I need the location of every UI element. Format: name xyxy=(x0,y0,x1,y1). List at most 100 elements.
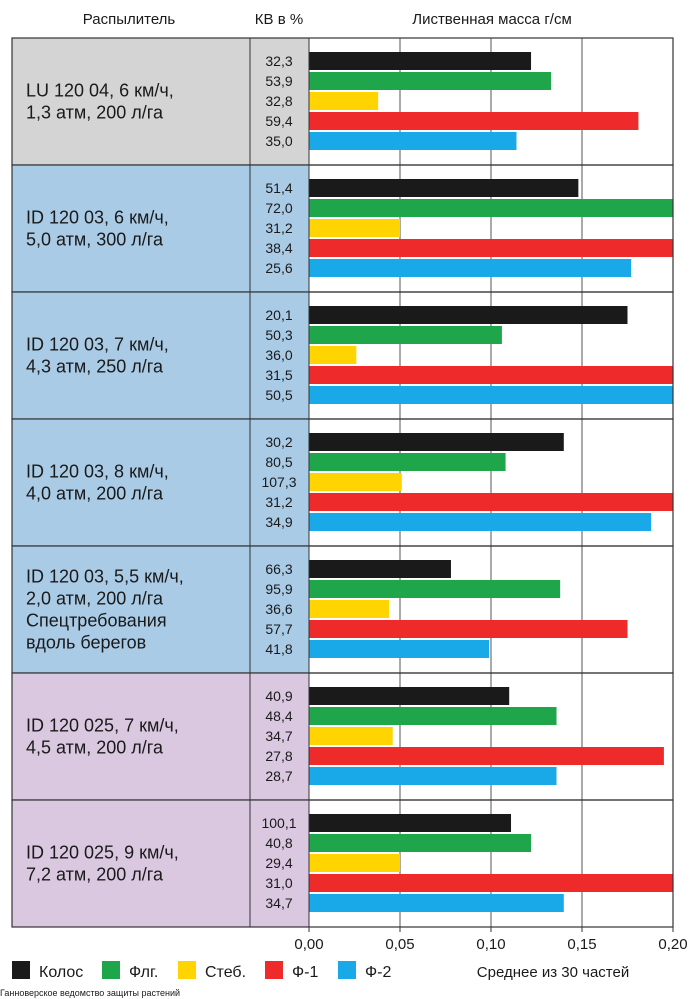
bar-4 xyxy=(309,366,673,384)
kv-value: 51,4 xyxy=(265,180,292,196)
bar-2 xyxy=(309,72,552,90)
sprayer-label: ID 120 03, 8 км/ч, xyxy=(26,462,169,482)
legend: Колос Флг. Стеб. Ф-1 Ф-2 xyxy=(12,961,391,981)
sprayer-group: LU 120 04, 6 км/ч,1,3 атм, 200 л/га 32,3 5… xyxy=(11,37,674,166)
kv-value: 107,3 xyxy=(261,474,296,490)
bar-2 xyxy=(309,707,557,725)
kv-header: КВ в % xyxy=(255,11,303,28)
sprayer-label: Спецтребования xyxy=(26,611,167,631)
sprayer-header: Распылитель xyxy=(83,11,176,28)
bar-1 xyxy=(309,814,512,832)
sprayer-group: ID 120 025, 7 км/ч,4,5 атм, 200 л/га 40,9… xyxy=(11,672,674,801)
kv-value: 40,8 xyxy=(265,835,292,851)
kv-value: 28,7 xyxy=(265,768,292,784)
kv-value: 29,4 xyxy=(265,855,292,871)
legend-item: Ф-2 xyxy=(338,961,391,981)
bar-3 xyxy=(309,346,357,364)
kv-value: 20,1 xyxy=(265,307,292,323)
kv-value: 34,7 xyxy=(265,728,292,744)
legend-swatch xyxy=(338,961,356,979)
sprayer-group: ID 120 03, 7 км/ч,4,3 атм, 250 л/га 20,1 5… xyxy=(11,291,674,420)
bar-1 xyxy=(309,179,579,197)
sprayer-cell xyxy=(12,292,250,419)
kv-value: 72,0 xyxy=(265,200,292,216)
bar-5 xyxy=(309,767,557,785)
bar-4 xyxy=(309,493,673,511)
kv-value: 57,7 xyxy=(265,621,292,637)
kv-cell xyxy=(250,165,309,292)
bar-4 xyxy=(309,874,673,892)
legend-label: Ф-1 xyxy=(292,964,318,981)
bar-4 xyxy=(309,747,664,765)
bar-5 xyxy=(309,894,564,912)
kv-value: 31,2 xyxy=(265,494,292,510)
kv-cell xyxy=(250,292,309,419)
bar-2 xyxy=(309,834,532,852)
bar-2 xyxy=(309,453,506,471)
bar-1 xyxy=(309,306,628,324)
kv-value: 36,0 xyxy=(265,347,292,363)
bar-3 xyxy=(309,854,400,872)
sprayer-group: ID 120 025, 9 км/ч,7,2 атм, 200 л/га 100,… xyxy=(11,799,674,928)
sprayer-cell xyxy=(12,419,250,546)
kv-value: 35,0 xyxy=(265,133,292,149)
bar-2 xyxy=(309,326,502,344)
sprayer-label: 1,3 атм, 200 л/га xyxy=(26,103,164,123)
legend-label: Стеб. xyxy=(205,964,246,981)
bar-5 xyxy=(309,513,652,531)
legend-swatch xyxy=(265,961,283,979)
bar-3 xyxy=(309,92,379,110)
kv-value: 32,8 xyxy=(265,93,292,109)
x-tick-label: 0,05 xyxy=(385,936,414,953)
legend-label: Флг. xyxy=(129,964,158,981)
x-tick-label: 0,10 xyxy=(476,936,505,953)
bar-3 xyxy=(309,219,400,237)
kv-value: 50,3 xyxy=(265,327,292,343)
legend-item: Стеб. xyxy=(178,961,246,981)
source-note: Ганноверское ведомство защиты растений xyxy=(0,988,180,998)
x-tick-label: 0,20 xyxy=(658,936,687,953)
bar-2 xyxy=(309,199,673,217)
sprayer-label: 7,2 атм, 200 л/га xyxy=(26,865,164,885)
kv-value: 36,6 xyxy=(265,601,292,617)
kv-value: 59,4 xyxy=(265,113,292,129)
sprayer-label: ID 120 03, 7 км/ч, xyxy=(26,335,169,355)
mass-header: Лиственная масса г/см xyxy=(412,11,572,28)
x-tick-label: 0,00 xyxy=(294,936,323,953)
legend-item: Ф-1 xyxy=(265,961,318,981)
bar-5 xyxy=(309,386,673,404)
sprayer-cell xyxy=(12,165,250,292)
kv-value: 48,4 xyxy=(265,708,292,724)
bar-1 xyxy=(309,560,451,578)
bar-1 xyxy=(309,52,532,70)
sprayer-label: ID 120 025, 7 км/ч, xyxy=(26,716,179,736)
sprayer-label: 2,0 атм, 200 л/га xyxy=(26,589,164,609)
legend-swatch xyxy=(102,961,120,979)
bar-3 xyxy=(309,600,390,618)
kv-value: 50,5 xyxy=(265,387,292,403)
sample-note: Среднее из 30 частей xyxy=(477,964,629,981)
legend-swatch xyxy=(178,961,196,979)
kv-value: 53,9 xyxy=(265,73,292,89)
bar-5 xyxy=(309,640,490,658)
kv-cell xyxy=(250,800,309,927)
kv-cell xyxy=(250,38,309,165)
sprayer-label: ID 120 03, 5,5 км/ч, xyxy=(26,567,184,587)
legend-label: Ф-2 xyxy=(365,964,391,981)
sprayer-label: 5,0 атм, 300 л/га xyxy=(26,230,164,250)
sprayer-group: ID 120 03, 5,5 км/ч,2,0 атм, 200 л/гаСпе… xyxy=(11,545,674,674)
sprayer-cell xyxy=(12,38,250,165)
sprayer-group: ID 120 03, 6 км/ч,5,0 атм, 300 л/га 51,4 7… xyxy=(11,164,674,293)
legend-label: Колос xyxy=(39,964,83,981)
header-row: Распылитель КВ в % Лиственная масса г/см xyxy=(83,11,572,28)
bar-2 xyxy=(309,580,561,598)
group-border xyxy=(11,799,674,928)
bar-1 xyxy=(309,687,510,705)
kv-cell xyxy=(250,546,309,673)
kv-value: 31,2 xyxy=(265,220,292,236)
legend-item: Флг. xyxy=(102,961,158,981)
sprayer-label: 4,5 атм, 200 л/га xyxy=(26,738,164,758)
kv-value: 40,9 xyxy=(265,688,292,704)
sprayer-label: ID 120 025, 9 км/ч, xyxy=(26,843,179,863)
